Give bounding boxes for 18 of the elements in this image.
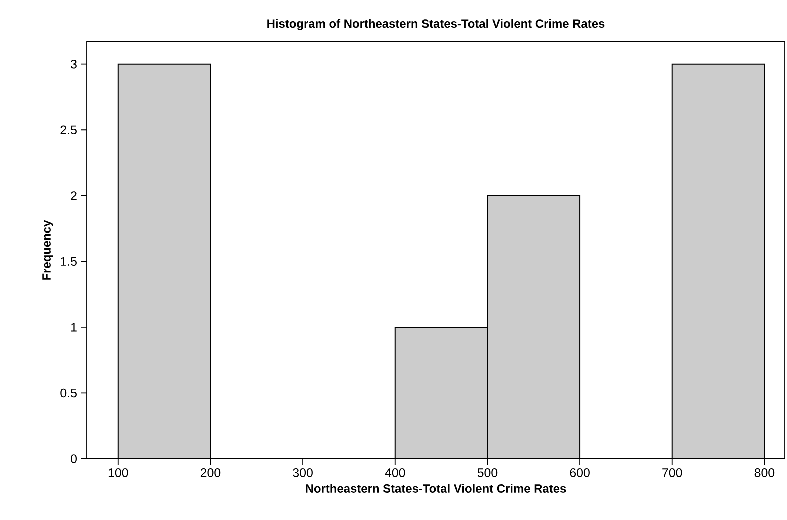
x-tick-label: 100: [108, 468, 128, 478]
y-tick-label: 0.5: [60, 388, 77, 398]
y-tick-label: 1.5: [61, 257, 77, 266]
x-tick-label: 700: [662, 468, 682, 478]
x-tick-label: 600: [570, 468, 590, 478]
y-tick-label: 3: [71, 60, 77, 69]
x-axis-title: Northeastern States-Total Violent Crime Rates: [306, 484, 566, 493]
chart-title: Histogram of Northeastern States-Total Violent Crime Rates: [268, 19, 605, 30]
x-tick-label: 500: [478, 468, 498, 478]
y-tick-label: 0: [71, 454, 77, 464]
x-tick-label: 300: [293, 468, 313, 478]
y-tick-label: 2.5: [60, 126, 77, 135]
x-tick-label: 800: [754, 468, 775, 478]
x-tick-label: 400: [385, 468, 406, 478]
y-tick-label: 1: [72, 323, 77, 332]
y-tick-label: 2: [71, 192, 77, 200]
x-tick-label: 200: [200, 468, 221, 478]
y-axis-title: Frequency: [42, 220, 54, 280]
